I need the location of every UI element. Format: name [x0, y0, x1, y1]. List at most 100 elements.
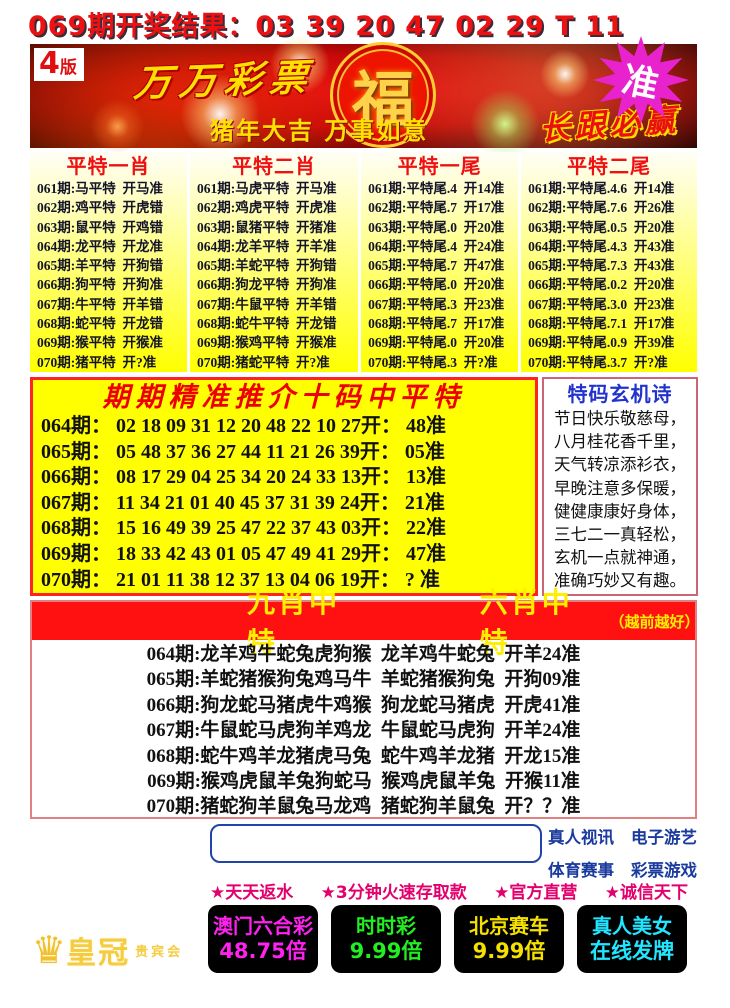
festive-banner: 4版 万万彩票 福 猪年大吉 万事如意 长跟必赢 准 — [30, 34, 697, 159]
promo-card-macau-lottery[interactable]: 澳门六合彩 48.75倍 — [208, 905, 318, 973]
tips-row: 066期： 08 17 29 04 25 34 20 24 33 13开： 13… — [41, 466, 446, 489]
history-row: 064期:平特尾.4.3 开43准 — [528, 238, 675, 254]
column-title: 平特二肖 — [232, 154, 317, 178]
mystic-poem-box: 特码玄机诗 节日快乐敬慈母， 八月桂花香千里， 天气转凉添衫衣， 早晚注意多保暖… — [542, 377, 698, 596]
edition-suffix: 版 — [59, 58, 77, 78]
zodiac-row: 065期:羊蛇猪猴狗兔鸡马牛 羊蛇猪猴狗兔 开狗09准 — [146, 669, 581, 691]
history-row: 068期:蛇牛平特 开龙错 — [197, 316, 337, 332]
history-row: 064期:平特尾.4 开24准 — [368, 238, 505, 254]
zodiac-row: 066期:狗龙蛇马猪虎牛鸡猴 狗龙蛇马猪虎 开虎41准 — [146, 694, 581, 716]
crown-brand-suffix: 贵宾会 — [135, 944, 184, 960]
history-row: 066期:狗龙平特 开狗准 — [197, 277, 337, 293]
link-live-video[interactable]: 真人视讯 — [548, 828, 614, 847]
pingte-history-section: 平特一肖 061期:马平特 开马准 062期:鸡平特 开虎错 063期:鼠平特 … — [30, 152, 698, 372]
history-row: 064期:龙羊平特 开羊准 — [197, 238, 337, 254]
link-electronic-games[interactable]: 电子游艺 — [631, 828, 697, 847]
link-lottery-games[interactable]: 彩票游戏 — [631, 861, 697, 880]
pingte-column-two-tail: 平特二尾 061期:平特尾.4.6 开14准 062期:平特尾.7.6 开26准… — [521, 152, 698, 372]
promo-input[interactable] — [210, 824, 542, 863]
perk-integrity: ★诚信天下 — [604, 883, 688, 903]
poem-line: 三七二一真轻松， — [554, 525, 686, 545]
poem-line: 天气转凉添衫衣， — [554, 455, 686, 475]
history-row: 069期:猴平特 开猴准 — [37, 335, 163, 351]
zodiac-row: 069期:猴鸡虎鼠羊兔狗蛇马 猴鸡虎鼠羊兔 开猴11准 — [147, 771, 580, 793]
fu-character: 福 — [351, 64, 414, 137]
edition-number: 4 — [39, 46, 60, 81]
promo-card-beijing-racing[interactable]: 北京赛车 9.99倍 — [454, 905, 564, 973]
fu-ornament-icon: 福 — [330, 42, 436, 148]
edition-badge: 4版 — [34, 48, 84, 81]
tips-row: 065期： 05 48 37 36 27 44 11 21 26 39开： 05… — [41, 440, 445, 463]
link-sports-events[interactable]: 体育赛事 — [548, 861, 614, 880]
poem-line: 玄机一点就神通， — [554, 548, 686, 568]
crown-brand-logo: ♛ 皇冠 贵宾会 — [32, 928, 183, 972]
zodiac-row: 064期:龙羊鸡牛蛇兔虎狗猴 龙羊鸡牛蛇兔 开羊24准 — [146, 644, 581, 665]
zodiac-note: （越前越好） — [609, 612, 700, 631]
history-row: 063期:鼠平特 开鸡错 — [37, 219, 163, 235]
history-row: 070期:猪平特 开?准 — [37, 354, 157, 370]
column-title: 平特二尾 — [567, 154, 652, 178]
zodiac-picks-section: 九肖中特 六肖中特 （越前越好） 064期:龙羊鸡牛蛇兔虎狗猴 龙羊鸡牛蛇兔 开… — [30, 586, 700, 820]
promo-card-ssc[interactable]: 时时彩 9.99倍 — [331, 905, 441, 973]
zodiac-header-bar: 九肖中特 六肖中特 （越前越好） — [32, 586, 700, 659]
history-row: 061期:马平特 开马准 — [37, 181, 163, 196]
ten-code-tips-box: 期期精准推介十码中平特 064期： 02 18 09 31 12 20 48 2… — [30, 377, 538, 596]
firework-icon — [90, 99, 145, 154]
perk-official: ★官方直营 — [494, 883, 578, 903]
firework-icon — [540, 49, 590, 99]
poem-line: 节日快乐敬慈母， — [554, 409, 686, 428]
promo-card-odds: 9.99倍 — [349, 939, 423, 964]
new-year-greeting: 猪年大吉 万事如意 — [210, 117, 429, 145]
history-row: 069期:平特尾.0.9 开39准 — [528, 335, 675, 351]
history-row: 063期:平特尾.0 开20准 — [368, 219, 505, 235]
promo-card-title: 时时彩 — [356, 914, 416, 939]
zodiac-row: 068期:蛇牛鸡羊龙猪虎马兔 蛇牛鸡羊龙猪 开龙15准 — [146, 745, 581, 767]
history-row: 067期:牛平特 开羊错 — [37, 296, 163, 312]
zodiac-row: 067期:牛鼠蛇马虎狗羊鸡龙 牛鼠蛇马虎狗 开羊24准 — [146, 720, 581, 742]
poem-line: 准确巧妙又有趣。 — [554, 571, 686, 591]
pingte-column-two-zodiac: 平特二肖 061期:马虎平特 开马准 062期:鸡虎平特 开虎准 063期:鼠猪… — [190, 152, 359, 372]
game-links: 真人视讯 电子游艺 体育赛事 彩票游戏 — [548, 824, 700, 881]
poem-line: 健健康康好身体， — [554, 501, 686, 521]
history-row: 063期:鼠猪平特 开猪准 — [197, 219, 337, 235]
history-row: 069期:平特尾.0 开20准 — [368, 335, 505, 351]
promo-cards-row: 澳门六合彩 48.75倍 时时彩 9.99倍 北京赛车 9.99倍 真人美女 在… — [208, 905, 687, 973]
pingte-column-one-zodiac: 平特一肖 061期:马平特 开马准 062期:鸡平特 开虎错 063期:鼠平特 … — [30, 152, 188, 372]
tips-row: 068期： 15 16 49 39 25 47 22 37 43 03开： 22… — [41, 517, 446, 540]
history-row: 068期:平特尾.7.1 开17准 — [528, 316, 675, 332]
poem-line: 早晚注意多保暖， — [554, 478, 686, 498]
history-row: 068期:蛇平特 开龙错 — [37, 316, 163, 332]
column-title: 平特一肖 — [66, 154, 151, 178]
promo-card-odds: 48.75倍 — [219, 939, 307, 964]
history-row: 070期:平特尾.3.7 开?准 — [528, 354, 668, 370]
history-row: 062期:平特尾.7.6 开26准 — [528, 200, 675, 216]
tips-row: 070期： 21 01 11 38 12 37 13 04 06 19开： ? … — [41, 568, 440, 591]
crown-icon: ♛ — [32, 928, 67, 972]
history-row: 067期:平特尾.3.0 开23准 — [528, 296, 675, 312]
history-row: 062期:鸡平特 开虎错 — [37, 200, 163, 216]
history-row: 067期:牛鼠平特 开羊错 — [197, 296, 337, 312]
history-row: 068期:平特尾.7 开17准 — [368, 316, 505, 332]
nine-zodiac-title: 九肖中特 — [247, 586, 341, 659]
history-row: 061期:马虎平特 开马准 — [197, 181, 337, 196]
perk-daily-rebate: ★天天返水 — [210, 883, 294, 903]
promo-card-odds: 9.99倍 — [472, 939, 546, 964]
history-row: 064期:龙平特 开龙准 — [37, 238, 163, 254]
zodiac-row: 070期:猪蛇狗羊鼠兔马龙鸡 猪蛇狗羊鼠兔 开？？准 — [146, 796, 581, 818]
six-zodiac-title: 六肖中特 — [479, 586, 573, 659]
promo-card-title: 北京赛车 — [469, 914, 549, 939]
history-row: 070期:猪蛇平特 开?准 — [197, 354, 330, 370]
history-row: 066期:平特尾.0.2 开20准 — [528, 277, 675, 293]
promo-card-title: 真人美女 — [592, 914, 672, 939]
history-row: 061期:平特尾.4.6 开14准 — [528, 181, 675, 196]
promo-card-odds: 在线发牌 — [590, 939, 674, 964]
brand-title: 万万彩票 — [131, 54, 318, 106]
promo-card-live-dealer[interactable]: 真人美女 在线发牌 — [577, 905, 687, 973]
zodiac-rows: 064期:龙羊鸡牛蛇兔虎狗猴 龙羊鸡牛蛇兔 开羊24准 065期:羊蛇猪猴狗兔鸡… — [32, 640, 695, 820]
history-row: 065期:平特尾.7 开47准 — [368, 258, 505, 274]
stamp-character: 准 — [618, 59, 663, 108]
perks-row: ★天天返水 ★3分钟火速存取款 ★官方直营 ★诚信天下 — [210, 878, 688, 903]
pingte-column-one-tail: 平特一尾 061期:平特尾.4 开14准 062期:平特尾.7 开17准 063… — [361, 152, 519, 372]
history-row: 067期:平特尾.3 开23准 — [368, 296, 505, 312]
